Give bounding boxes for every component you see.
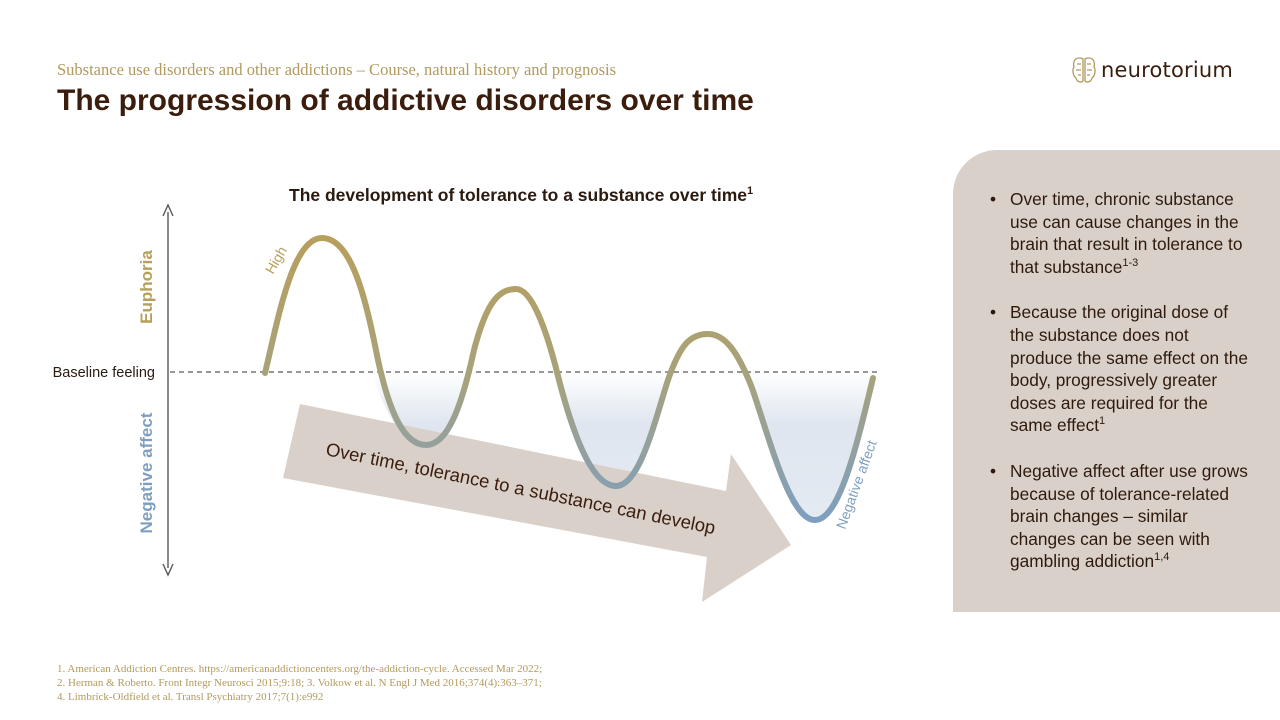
slide-subtitle: Substance use disorders and other addict…	[57, 60, 617, 79]
key-point: Over time, chronic substance use can cau…	[990, 188, 1252, 278]
key-point: Negative affect after use grows because …	[990, 460, 1252, 573]
trough-fill	[372, 372, 470, 445]
diagram-title: The development of tolerance to a substa…	[289, 185, 753, 205]
key-points-list: Over time, chronic substance use can cau…	[990, 188, 1252, 596]
logo-text: neurotorium	[1101, 58, 1234, 82]
tolerance-arrow	[283, 404, 791, 602]
tolerance-wave	[262, 234, 876, 524]
axis-arrow-up-icon	[162, 203, 174, 217]
brain-circuit-logo-icon	[1072, 57, 1096, 83]
axis-label-euphoria: Euphoria	[137, 250, 156, 324]
key-point: Because the original dose of the substan…	[990, 301, 1252, 437]
axis-label-negative-affect: Negative affect	[137, 412, 156, 533]
baseline-label: Baseline feeling	[53, 365, 155, 381]
axis-arrow-down-icon	[162, 563, 174, 577]
tolerance-diagram: Over time, tolerance to a substance can …	[53, 185, 880, 602]
reference-line: 2. Herman & Roberto. Front Integr Neuros…	[57, 677, 542, 689]
reference-line: 4. Limbrick-Oldfield et al. Transl Psych…	[57, 691, 324, 703]
diagram-title-superscript: 1	[747, 185, 753, 197]
key-points-panel: Over time, chronic substance use can cau…	[953, 150, 1280, 612]
slide-title: The progression of addictive disorders o…	[57, 84, 754, 117]
reference-line: 1. American Addiction Centres. https://a…	[57, 663, 543, 675]
references: 1. American Addiction Centres. https://a…	[57, 662, 542, 704]
high-label: High	[262, 244, 290, 277]
logo: neurotorium	[1071, 54, 1233, 86]
trough-fill	[552, 372, 667, 486]
